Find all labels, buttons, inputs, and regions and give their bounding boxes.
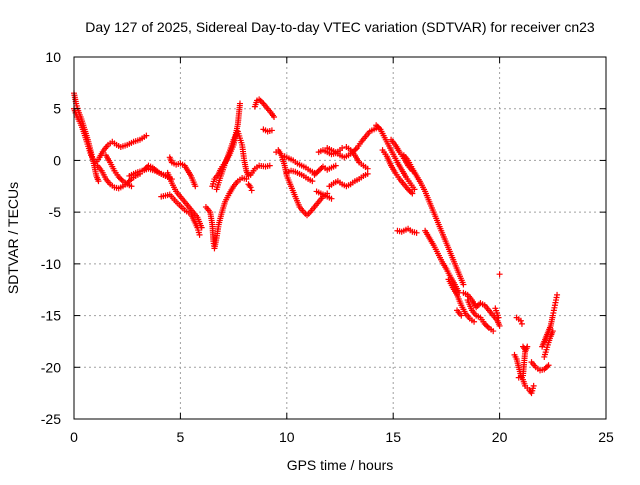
y-tick-label: -25 — [41, 411, 61, 427]
data-point — [248, 187, 255, 194]
data-point — [517, 317, 524, 324]
axis-ticks — [73, 56, 607, 420]
data-point — [364, 165, 371, 172]
y-axis-label: SDTVAR / TECUs — [5, 182, 21, 294]
x-tick-label: 5 — [177, 429, 185, 445]
x-tick-label: 25 — [598, 429, 614, 445]
y-tick-label: -5 — [49, 204, 62, 220]
data-point — [266, 162, 273, 169]
data-point — [143, 132, 150, 139]
data-markers — [71, 90, 561, 397]
x-tick-label: 15 — [385, 429, 401, 445]
data-point — [339, 145, 346, 152]
data-point — [471, 318, 478, 325]
data-point — [409, 190, 416, 197]
data-point — [530, 382, 537, 389]
y-tick-label: -15 — [41, 308, 61, 324]
data-point — [549, 328, 556, 335]
data-point — [128, 183, 135, 190]
grid-lines — [74, 57, 606, 419]
y-tick-label: -20 — [41, 359, 61, 375]
data-point — [554, 291, 561, 298]
data-point — [95, 178, 102, 185]
chart-title: Day 127 of 2025, Sidereal Day-to-day VTE… — [85, 19, 595, 35]
data-point — [496, 322, 503, 329]
data-point — [243, 176, 250, 183]
data-point — [271, 113, 278, 120]
x-tick-label: 0 — [70, 429, 78, 445]
data-point — [332, 162, 339, 169]
plot-frame — [73, 56, 607, 420]
data-point — [247, 184, 254, 191]
x-tick-label: 20 — [492, 429, 508, 445]
data-point — [328, 195, 335, 202]
data-point — [518, 320, 525, 327]
data-point — [192, 183, 199, 190]
data-point — [460, 281, 467, 288]
data-point — [545, 362, 552, 369]
data-point — [413, 229, 420, 236]
data-point — [522, 346, 529, 353]
data-point — [364, 170, 371, 177]
data-point — [495, 314, 502, 321]
y-tick-label: 5 — [53, 101, 61, 117]
data-point — [196, 231, 203, 238]
data-point — [236, 100, 243, 107]
x-tick-label: 10 — [279, 429, 295, 445]
y-tick-label: -10 — [41, 256, 61, 272]
data-point — [458, 312, 465, 319]
data-point — [268, 127, 275, 134]
data-point — [490, 328, 497, 335]
y-tick-label: 10 — [45, 49, 61, 65]
tick-labels: 0 5 10 15 20 25 -25 -20 -15 -10 -5 0 5 10 — [41, 49, 614, 445]
y-tick-label: 0 — [53, 152, 61, 168]
data-point — [411, 186, 418, 193]
x-axis-label: GPS time / hours — [287, 457, 394, 473]
data-point — [496, 271, 503, 278]
data-point — [309, 178, 316, 185]
